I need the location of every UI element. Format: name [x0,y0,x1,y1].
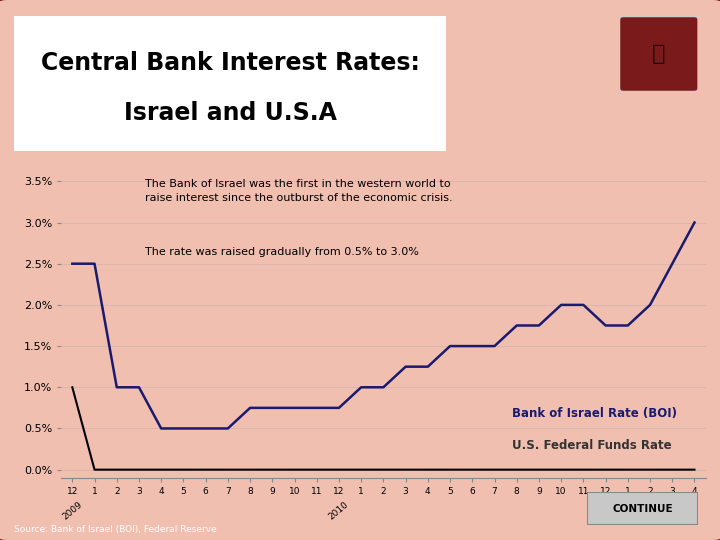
FancyBboxPatch shape [587,492,698,525]
Text: 2010: 2010 [328,500,351,522]
FancyBboxPatch shape [0,8,472,159]
Text: Central Bank Interest Rates:: Central Bank Interest Rates: [41,51,420,76]
Text: Israel and U.S.A: Israel and U.S.A [124,102,337,125]
Text: Source: Bank of Israel (BOI), Federal Reserve: Source: Bank of Israel (BOI), Federal Re… [14,524,217,534]
Text: 2011: 2011 [594,500,617,522]
Text: CONTINUE: CONTINUE [612,504,673,514]
Text: 🕎: 🕎 [652,44,665,64]
Text: U.S. Federal Funds Rate: U.S. Federal Funds Rate [513,439,672,453]
Text: The rate was raised gradually from 0.5% to 3.0%: The rate was raised gradually from 0.5% … [145,247,419,256]
FancyBboxPatch shape [619,16,698,92]
Text: 2009: 2009 [60,500,84,522]
Text: Bank of Israel Rate (BOI): Bank of Israel Rate (BOI) [513,407,678,420]
Text: The Bank of Israel was the first in the western world to
raise interest since th: The Bank of Israel was the first in the … [145,179,453,203]
